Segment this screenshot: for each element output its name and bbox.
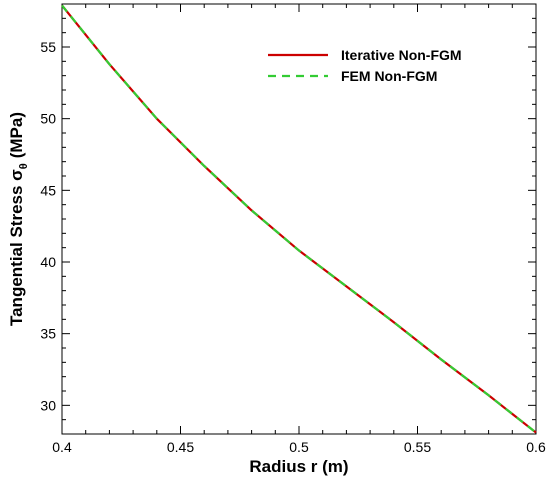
x-tick-label: 0.55 bbox=[404, 439, 431, 455]
y-tick-label: 35 bbox=[40, 326, 56, 342]
y-axis-title-main: Tangential Stress σ bbox=[7, 169, 26, 326]
y-axis-title: Tangential Stress σθ (MPa) bbox=[7, 112, 30, 326]
x-tick-label: 0.45 bbox=[167, 439, 194, 455]
series-line-fem bbox=[61, 4, 537, 434]
y-axis-title-subscript: θ bbox=[18, 163, 30, 169]
y-tick-label: 30 bbox=[40, 397, 56, 413]
x-axis-title: Radius r (m) bbox=[249, 457, 348, 476]
y-tick-label: 55 bbox=[40, 39, 56, 55]
legend: Iterative Non-FGM FEM Non-FGM bbox=[268, 47, 462, 84]
y-axis-title-unit: (MPa) bbox=[7, 112, 26, 158]
x-tick-label: 0.6 bbox=[526, 439, 546, 455]
legend-label-iterative: Iterative Non-FGM bbox=[341, 47, 462, 63]
x-tick-label: 0.4 bbox=[52, 439, 72, 455]
y-tick-label: 50 bbox=[40, 111, 56, 127]
series-layer bbox=[61, 4, 537, 434]
plot-area bbox=[61, 3, 537, 435]
axis-ticks: 0.4 0.45 0.5 0.55 0.6 30 35 40 45 50 55 bbox=[40, 3, 546, 455]
x-tick-label: 0.5 bbox=[289, 439, 309, 455]
y-tick-label: 45 bbox=[40, 182, 56, 198]
legend-label-fem: FEM Non-FGM bbox=[341, 68, 437, 84]
y-tick-label: 40 bbox=[40, 254, 56, 270]
